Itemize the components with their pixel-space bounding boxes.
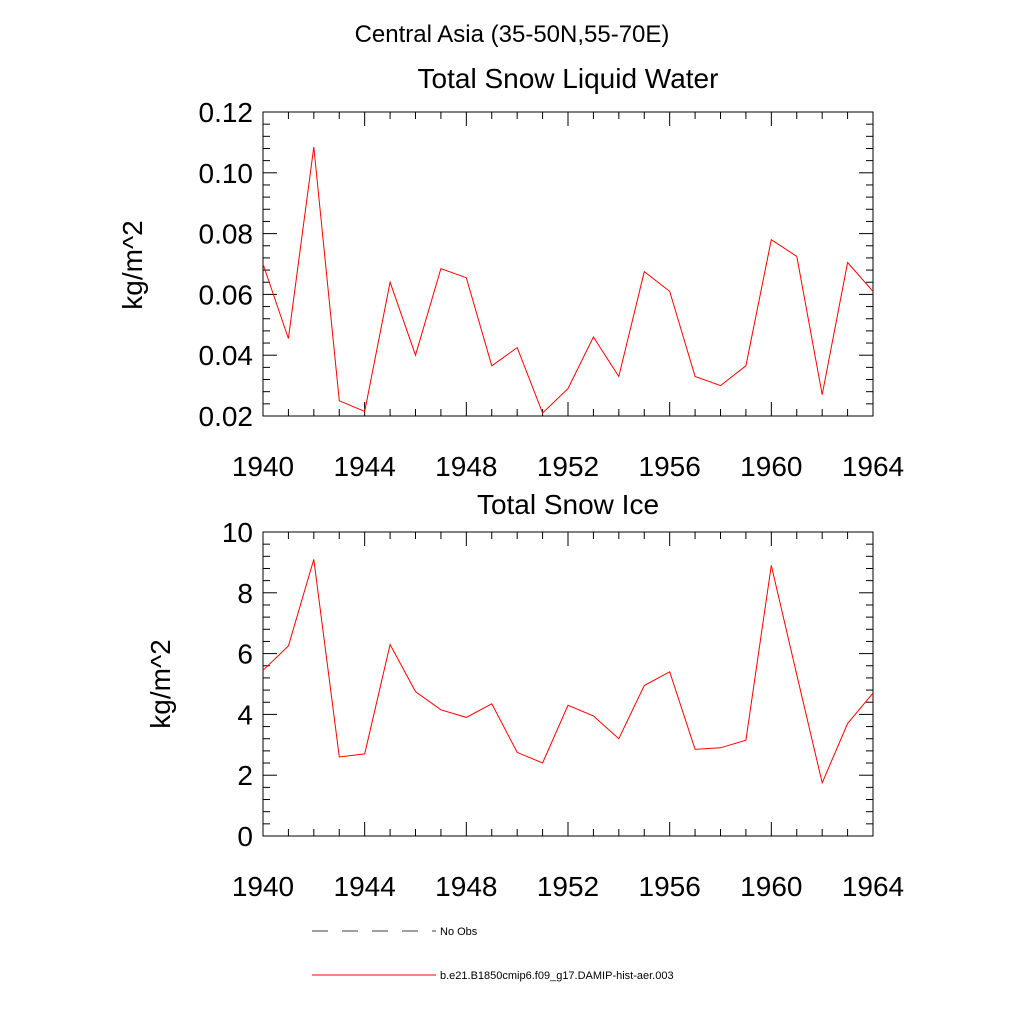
x-tick-label: 1952 [537, 871, 599, 902]
y-tick-label: 0.04 [199, 340, 254, 371]
y-tick-label: 0.02 [199, 401, 254, 432]
y-tick-label: 0 [237, 821, 253, 852]
y-tick-label: 0.10 [199, 158, 254, 189]
x-tick-label: 1960 [740, 451, 802, 482]
y-tick-label: 4 [237, 699, 253, 730]
legend: No Obs b.e21.B1850cmip6.f09_g17.DAMIP-hi… [312, 926, 674, 982]
x-tick-label: 1964 [842, 451, 904, 482]
x-tick-label: 1956 [639, 451, 701, 482]
x-tick-label: 1952 [537, 451, 599, 482]
y-tick-label: 10 [222, 517, 253, 548]
panel-snow-liquid-water: Total Snow Liquid Water kg/m^2 1940 1944 1… [117, 63, 904, 482]
x-tick-label: 1940 [232, 451, 294, 482]
x-tick-label: 1944 [334, 451, 396, 482]
series-line [262, 559, 874, 785]
series-line [262, 146, 874, 414]
plot-frame [262, 531, 874, 837]
y-tick-label: 0.12 [199, 97, 254, 128]
y-tick-label: 2 [237, 760, 253, 791]
x-tick-label: 1948 [435, 871, 497, 902]
y-tick-label: 6 [237, 639, 253, 670]
plot-frame [262, 111, 874, 417]
x-tick-label: 1948 [435, 451, 497, 482]
x-tick-label: 1956 [639, 871, 701, 902]
panel-title: Total Snow Liquid Water [418, 63, 719, 94]
x-tick-label: 1964 [842, 871, 904, 902]
figure-title: Central Asia (35-50N,55-70E) [355, 21, 670, 48]
x-tick-label: 1944 [334, 871, 396, 902]
y-tick-label: 0.08 [199, 219, 254, 250]
panel-title: Total Snow Ice [477, 489, 659, 520]
y-tick-label: 0.06 [199, 279, 254, 310]
y-axis-label: kg/m^2 [145, 639, 176, 728]
panel-snow-ice: Total Snow Ice kg/m^2 1940 1944 1948 1952 19… [145, 489, 904, 902]
legend-label-no-obs: No Obs [440, 926, 478, 938]
legend-label-model: b.e21.B1850cmip6.f09_g17.DAMIP-hist-aer.… [440, 970, 674, 982]
x-tick-label: 1960 [740, 871, 802, 902]
y-axis-label: kg/m^2 [117, 220, 148, 309]
y-tick-label: 8 [237, 578, 253, 609]
x-tick-label: 1940 [232, 871, 294, 902]
